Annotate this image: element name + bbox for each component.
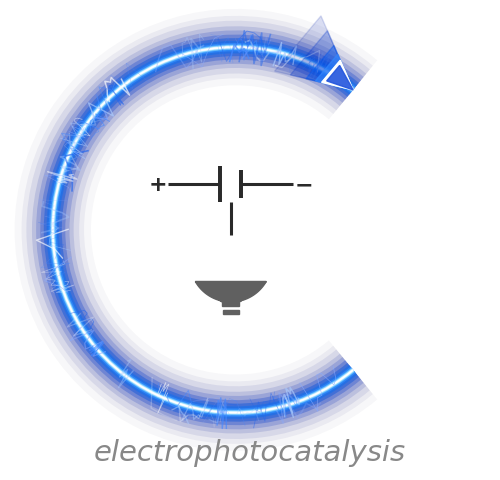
- Polygon shape: [322, 61, 353, 91]
- Polygon shape: [290, 32, 353, 91]
- Text: −: −: [294, 175, 313, 195]
- Polygon shape: [306, 47, 353, 91]
- Polygon shape: [326, 66, 353, 91]
- Bar: [222, 302, 240, 307]
- Bar: [223, 310, 238, 314]
- Text: +: +: [148, 175, 167, 195]
- Polygon shape: [322, 61, 353, 91]
- Polygon shape: [316, 55, 353, 91]
- Polygon shape: [274, 17, 353, 91]
- Polygon shape: [331, 70, 353, 91]
- Polygon shape: [196, 282, 266, 302]
- Text: electrophotocatalysis: electrophotocatalysis: [94, 438, 406, 466]
